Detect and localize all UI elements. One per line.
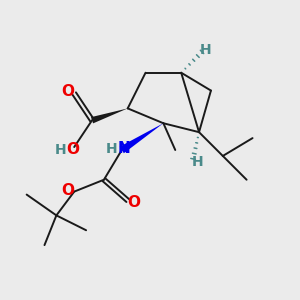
Text: O: O <box>61 183 74 198</box>
Text: O: O <box>61 84 74 99</box>
Polygon shape <box>91 108 128 123</box>
Text: O: O <box>66 142 79 157</box>
Text: H: H <box>192 155 203 169</box>
Text: H: H <box>200 44 212 57</box>
Text: N: N <box>118 141 130 156</box>
Text: H: H <box>55 143 67 157</box>
Polygon shape <box>120 123 164 153</box>
Text: H: H <box>106 142 117 155</box>
Text: O: O <box>128 194 141 209</box>
